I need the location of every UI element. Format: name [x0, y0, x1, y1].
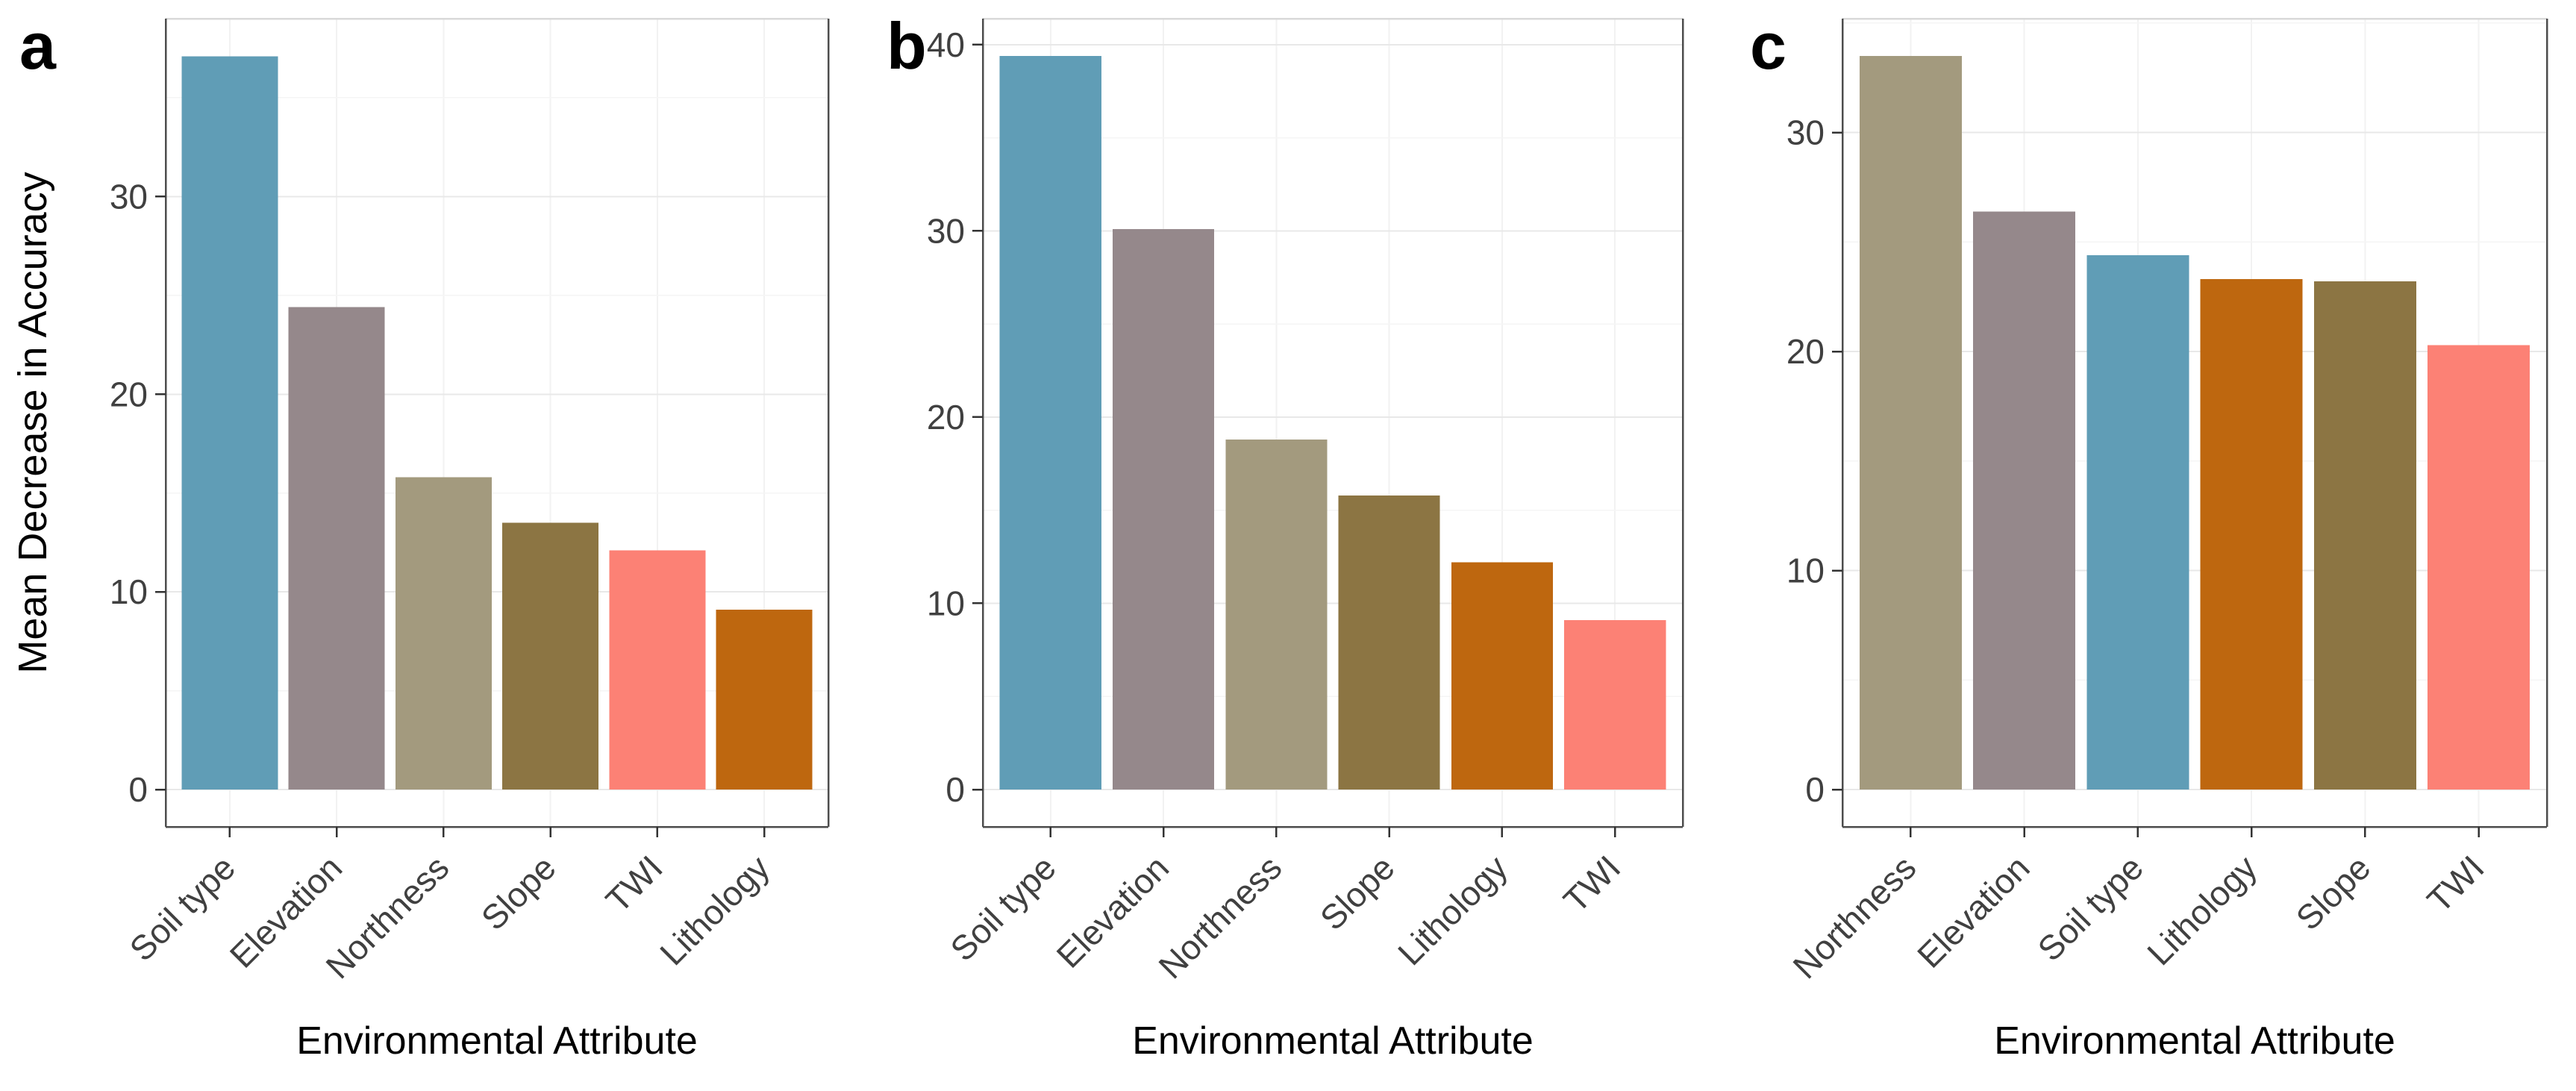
bar-twi [1564, 619, 1666, 790]
x-axis-tick-label-lithology: Lithology [1390, 848, 1515, 972]
y-axis-tick-label: 0 [128, 770, 148, 809]
bar-elevation [288, 307, 385, 790]
panel-a: a 0 10 20 30 Soil type Elevation Northness Slop… [0, 0, 858, 1091]
y-axis-tick-label: 20 [110, 375, 148, 413]
x-axis-tick-label-twi: TWI [1556, 848, 1628, 919]
y-axis-tick-label: 10 [927, 584, 965, 622]
bar-northness [395, 477, 492, 790]
y-axis-title: Mean Decrease in Accuracy [10, 172, 55, 673]
x-axis-title: Environmental Attribute [296, 1019, 698, 1063]
y-axis-tick-label: 0 [945, 770, 965, 809]
y-axis-tick-label: 10 [1786, 551, 1825, 590]
bar-twi [609, 550, 706, 790]
bar-northness [1225, 439, 1328, 790]
y-axis-tick-label: 30 [1786, 113, 1825, 152]
panel-letter-a: a [19, 9, 56, 83]
bar-lithology [1451, 562, 1554, 790]
bar-lithology [716, 609, 813, 790]
x-axis-tick-label-slope: Slope [474, 848, 563, 937]
y-axis-tick-label: 30 [110, 177, 148, 216]
x-axis-tick-label-lithology: Lithology [652, 848, 777, 972]
y-axis-tick-label: 20 [1786, 332, 1825, 371]
bar-soil-type [181, 56, 278, 790]
x-axis-tick-label-soil-type: Soil type [2030, 848, 2151, 969]
panel-letter-c: c [1750, 9, 1786, 83]
bar-twi [2427, 345, 2530, 790]
bar-northness [1859, 55, 1962, 790]
bar-lithology [2200, 279, 2303, 790]
x-axis-tick-label-lithology: Lithology [2139, 848, 2264, 972]
x-axis-tick-label-slope: Slope [2288, 848, 2378, 937]
panel-b: b 0 10 20 30 40 Soil type Elevation Northness Sl… [858, 0, 1717, 1091]
y-axis-tick-label: 20 [927, 398, 965, 437]
x-axis-tick-label-northness: Northness [1151, 848, 1289, 986]
y-axis-tick-label: 30 [927, 211, 965, 250]
x-axis-title: Environmental Attribute [1132, 1019, 1534, 1063]
bar-slope [502, 522, 599, 790]
panel-c: c 0 10 20 30 Northness Elevation Soil type Lith… [1717, 0, 2576, 1091]
bar-slope [1338, 495, 1440, 790]
bar-slope [2313, 281, 2416, 790]
bar-soil-type [999, 55, 1101, 790]
bar-elevation [1973, 211, 2076, 790]
x-axis-tick-label-elevation: Elevation [1910, 848, 2037, 975]
x-axis-tick-label-slope: Slope [1313, 848, 1402, 937]
y-axis-tick-label: 0 [1805, 770, 1825, 809]
y-axis-tick-label: 10 [110, 572, 148, 611]
y-axis-tick-label: 40 [927, 25, 965, 64]
bar-elevation [1112, 228, 1215, 790]
x-axis-title: Environmental Attribute [1994, 1019, 2395, 1063]
panel-letter-b: b [887, 9, 927, 83]
x-axis-tick-label-twi: TWI [2419, 848, 2491, 919]
bar-soil-type [2086, 254, 2189, 790]
x-axis-tick-label-twi: TWI [598, 848, 670, 919]
x-axis-tick-label-soil-type: Soil type [942, 848, 1063, 969]
x-axis-tick-label-northness: Northness [1785, 848, 1923, 986]
